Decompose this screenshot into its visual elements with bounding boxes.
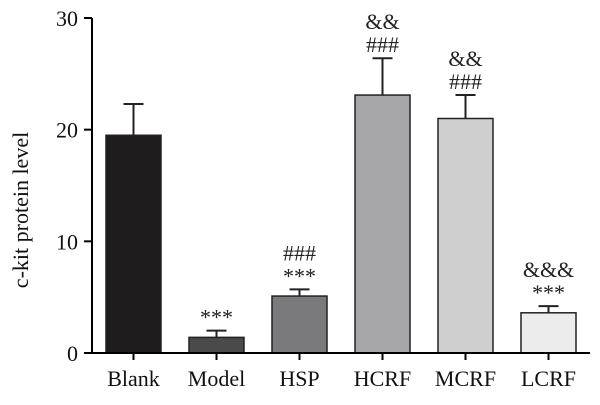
significance-mark: && [448, 46, 482, 71]
x-tick-label-mcrf: MCRF [435, 366, 496, 391]
x-tick-label-blank: Blank [107, 366, 160, 391]
bar-model [188, 336, 245, 354]
bar-hsp [271, 295, 328, 354]
x-tick-label-model: Model [188, 366, 245, 391]
significance-mark: *** [283, 263, 316, 288]
x-axis: Blank Model HSP HCRF MCRF LCRF [92, 352, 590, 391]
error-bar-mcrf [455, 94, 476, 119]
y-axis-title: c-kit protein level [8, 132, 33, 288]
error-bar-hcrf [372, 57, 393, 96]
bars: ***###***&&###&&###&&&*** [105, 9, 577, 354]
significance-mark: &&& [523, 257, 574, 282]
error-bar-hsp [289, 288, 310, 297]
x-tick-label-lcrf: LCRF [521, 366, 576, 391]
significance-mark: ### [366, 32, 399, 57]
significance-mark: ### [449, 69, 482, 94]
y-tick-label: 10 [56, 229, 78, 254]
y-tick-label: 20 [56, 118, 78, 143]
bar-hcrf [354, 94, 411, 354]
bar-mcrf [437, 117, 494, 354]
significance-mark: ### [283, 240, 316, 265]
error-bar-blank [123, 102, 144, 136]
x-tick-label-hcrf: HCRF [354, 366, 411, 391]
y-axis: 0 10 20 30 [56, 6, 93, 366]
bar-lcrf [520, 312, 577, 354]
significance-mark: *** [532, 280, 565, 305]
error-bar-lcrf [538, 305, 559, 313]
y-tick-label: 30 [56, 6, 78, 31]
y-tick-label: 0 [67, 341, 78, 366]
significance-mark: && [365, 9, 399, 34]
x-tick-label-hsp: HSP [279, 366, 319, 391]
bar-blank [105, 134, 162, 354]
significance-mark: *** [200, 305, 233, 330]
error-bar-model [206, 329, 227, 338]
